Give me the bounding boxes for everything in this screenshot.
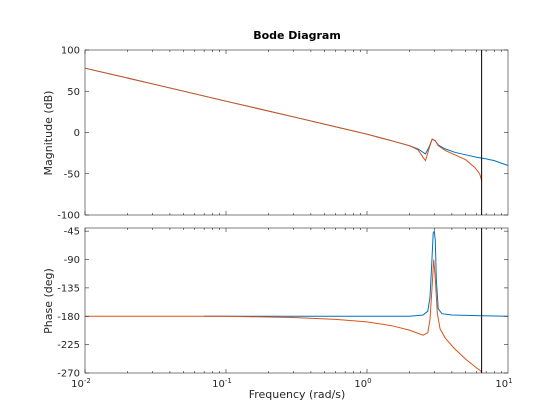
x-tick-label: 10-2	[71, 377, 91, 390]
chart-title: Bode Diagram	[253, 29, 341, 42]
phase-ytick-label: -180	[57, 312, 80, 323]
phase-ticks-group: -45 -90 -135 -180 -225 -270	[57, 227, 508, 380]
phase-series-line-1	[85, 259, 482, 373]
magnitude-ytick-label: 0	[74, 128, 80, 139]
magnitude-axes-box	[84, 49, 509, 216]
phase-ytick-label: -45	[64, 227, 80, 238]
magnitude-panel: 100 50 0 -50 -100 Magnitude (dB)	[42, 46, 509, 222]
magnitude-ytick-label: -100	[57, 211, 80, 222]
magnitude-ylabel: Magnitude (dB)	[42, 91, 55, 176]
phase-series-group	[85, 229, 509, 373]
phase-ylabel: Phase (deg)	[42, 268, 55, 334]
x-axis-label: Frequency (rad/s)	[249, 388, 346, 401]
magnitude-ytick-label: -50	[64, 169, 80, 180]
magnitude-ytick-label: 100	[61, 46, 80, 57]
x-tick-label: 101	[495, 377, 512, 390]
magnitude-series-group	[84, 67, 509, 181]
magnitude-ytick-label: 50	[67, 87, 80, 98]
phase-ytick-label: -270	[57, 369, 80, 380]
magnitude-ticks-group: 100 50 0 -50 -100	[57, 46, 508, 222]
magnitude-series-line-1	[84, 67, 483, 181]
phase-ytick-label: -225	[57, 340, 80, 351]
phase-ytick-label: -90	[64, 255, 80, 266]
phase-series-line-0	[204, 229, 509, 317]
x-ticks-group: 10-2 10-1 100 101	[71, 377, 512, 390]
x-tick-label: 10-1	[212, 377, 232, 390]
phase-ytick-label: -135	[57, 283, 80, 294]
phase-panel: -45 -90 -135 -180 -225 -270 Phase (deg)	[42, 227, 509, 380]
phase-axes-box	[84, 227, 509, 374]
x-tick-label: 100	[354, 377, 371, 390]
